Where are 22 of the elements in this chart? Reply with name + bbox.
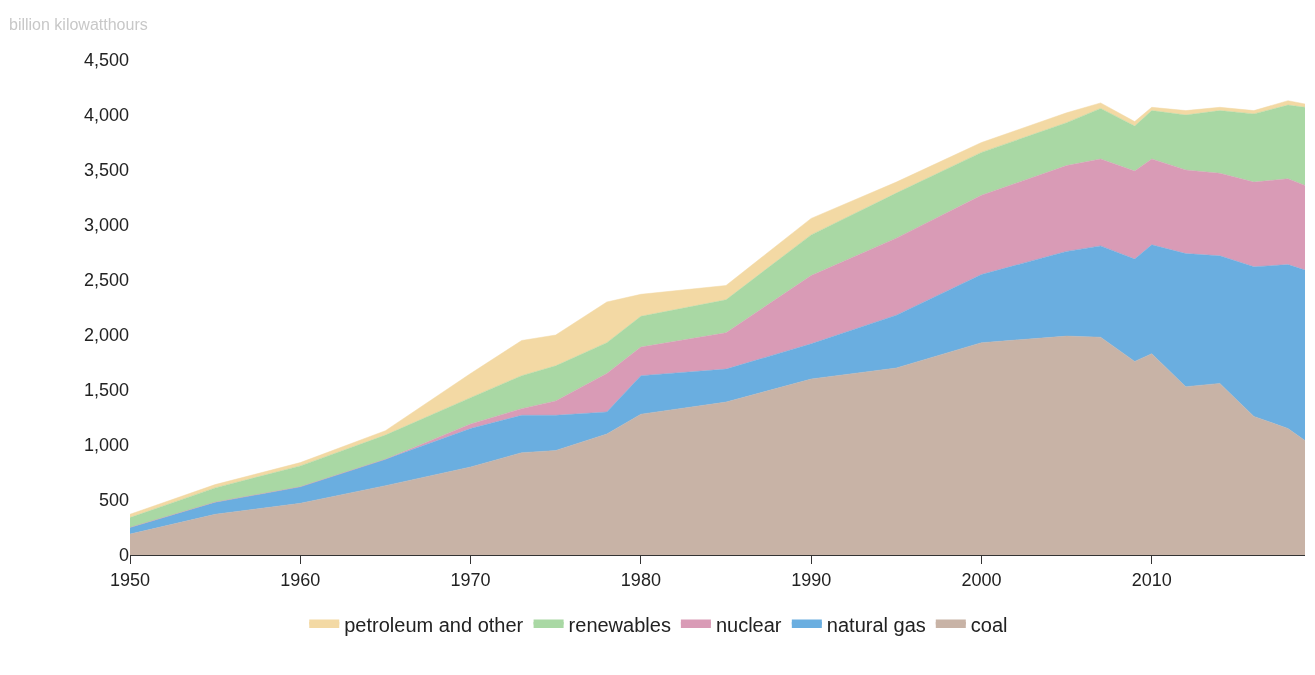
x-tick-label: 1970: [450, 569, 491, 590]
x-tick-label: 2000: [961, 569, 1002, 590]
legend-label: petroleum and other: [344, 613, 524, 636]
x-tick-label: 1990: [791, 569, 832, 590]
y-tick-label: 2,000: [83, 325, 129, 346]
x-tick-label: 1980: [620, 569, 661, 590]
y-tick-label: 4,500: [83, 50, 129, 71]
y-tick-label: 2,500: [83, 270, 129, 291]
x-tick-label: 1960: [280, 569, 321, 590]
x-tick-label: 1950: [109, 569, 151, 590]
legend-label: coal: [970, 613, 1008, 636]
y-tick-label: 500: [98, 490, 129, 511]
y-tick-label: 4,000: [83, 105, 129, 126]
y-tick-label: 3,000: [83, 215, 129, 236]
y-tick-label: 0: [118, 545, 129, 566]
legend-label: renewables: [568, 613, 671, 636]
legend-label: natural gas: [826, 613, 926, 636]
y-tick-label: 1,000: [83, 435, 129, 456]
y-tick-label: 3,500: [83, 160, 129, 181]
y-tick-label: 1,500: [83, 380, 129, 401]
x-tick-label: 2010: [1131, 569, 1172, 590]
legend-label: nuclear: [715, 613, 782, 636]
